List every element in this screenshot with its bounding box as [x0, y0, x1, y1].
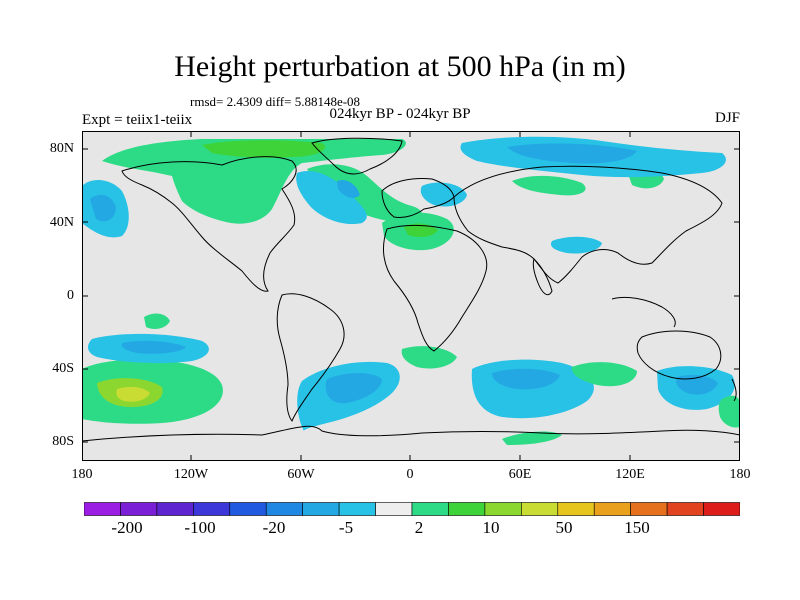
- contour-negative-south-pacific-core: [121, 340, 186, 354]
- colorbar-label: 2: [414, 518, 424, 537]
- colorbar-label: -20: [262, 518, 286, 537]
- lat-label-0: 0: [67, 288, 74, 303]
- colorbar-swatch: [229, 502, 267, 516]
- colorbar-swatch: [156, 502, 194, 516]
- coastline-maritime: [611, 296, 676, 328]
- colorbar-swatch: [193, 502, 231, 516]
- coastline-layer: [82, 137, 740, 442]
- colorbar-swatch: [484, 502, 522, 516]
- contour-positive-south-pacific-inner: [116, 386, 150, 402]
- contour-negative-europe: [420, 182, 467, 207]
- coastline-australia: [636, 330, 722, 380]
- height-perturbation-map: [82, 131, 740, 461]
- colorbar-label: 150: [624, 518, 650, 537]
- contour-negative-south-atlantic-core: [325, 373, 382, 404]
- period-label: 024kyr BP - 024kyr BP: [329, 106, 471, 122]
- contour-positive-greenland-core: [202, 140, 326, 158]
- lat-label-80n: 80N: [49, 141, 74, 156]
- experiment-label: Expt = teiix1-teiix: [82, 112, 193, 128]
- contour-positive-siberia: [512, 175, 586, 196]
- contour-positive-south-pacific-patch: [144, 313, 170, 329]
- lon-label-0: 0: [406, 467, 414, 482]
- colorbar-label: 50: [555, 518, 573, 537]
- contour-negative-west-atlantic-core: [337, 179, 360, 198]
- coastline-greenland: [311, 137, 403, 175]
- contour-positive-indian-ocean: [571, 362, 637, 387]
- coastline-africa: [383, 224, 488, 352]
- lon-label-60e: 60E: [508, 467, 532, 482]
- colorbar-swatch: [411, 502, 449, 516]
- season-label: DJF: [714, 110, 740, 126]
- lat-label-40n: 40N: [49, 215, 74, 230]
- contour-negative-eurasia-core: [507, 143, 637, 164]
- contour-negative-australia-core: [676, 375, 718, 395]
- colorbar-swatch: [302, 502, 340, 516]
- lon-label-120w: 120W: [173, 467, 209, 482]
- coastline-new-zealand: [731, 378, 737, 402]
- colorbar-swatch: [521, 502, 559, 516]
- colorbar-swatch: [338, 502, 376, 516]
- contour-positive-mediterranean-core: [404, 223, 438, 238]
- coastline-antarctica: [82, 425, 740, 442]
- colorbar: [84, 502, 740, 516]
- contour-negative-asia-midlat: [550, 236, 602, 254]
- colorbar-label: -200: [111, 518, 143, 537]
- colorbar-swatch: [703, 502, 740, 516]
- colorbar-label: 10: [482, 518, 500, 537]
- plot-title: Height perturbation at 500 hPa (in m): [174, 50, 626, 83]
- contour-positive-natlantic: [307, 164, 423, 223]
- lon-label-180w: 180: [71, 467, 93, 482]
- colorbar-swatch: [666, 502, 704, 516]
- contour-negative-south-indian-core: [492, 368, 560, 390]
- colorbar-swatch: [265, 502, 303, 516]
- colorbar-swatch: [120, 502, 158, 516]
- coastline-asia: [453, 165, 723, 284]
- coastline-europe: [381, 178, 455, 218]
- lon-label-120e: 120E: [615, 467, 645, 482]
- contour-positive-south-africa: [401, 346, 457, 369]
- lat-label-80s: 80S: [52, 434, 74, 449]
- stats-text: rmsd= 2.4309 diff= 5.88148e-08: [190, 94, 361, 109]
- colorbar-swatch: [375, 502, 413, 516]
- colorbar-swatch: [84, 502, 121, 516]
- tick-marks: [82, 131, 740, 461]
- lon-label-180e: 180: [729, 467, 751, 482]
- lat-label-40s: 40S: [52, 361, 74, 376]
- contour-negative-npacific-core: [90, 194, 116, 222]
- coastline-india: [532, 258, 553, 296]
- contour-positive-arctic: [102, 139, 406, 224]
- contour-negative-west-atlantic: [296, 171, 367, 225]
- colorbar-swatch: [593, 502, 631, 516]
- coastline-north-america: [121, 156, 297, 292]
- colorbar-swatch: [448, 502, 486, 516]
- colorbar-label: -5: [338, 518, 354, 537]
- lon-label-60w: 60W: [287, 467, 315, 482]
- contour-fill-layer: [82, 136, 740, 445]
- colorbar-swatch: [630, 502, 668, 516]
- colorbar-swatch: [557, 502, 595, 516]
- contour-positive-southeast-pacific: [718, 395, 740, 428]
- contour-positive-antarctic: [502, 431, 562, 445]
- colorbar-label: -100: [184, 518, 216, 537]
- coastline-south-america: [276, 293, 345, 423]
